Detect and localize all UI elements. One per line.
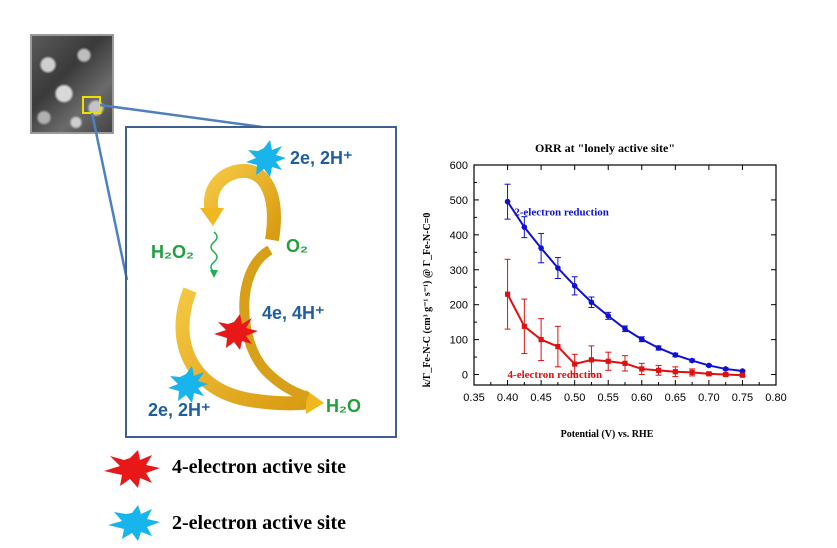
arrow-o2-to-h2o2 xyxy=(204,163,281,242)
label-h2o: H₂O xyxy=(326,396,361,416)
data-point xyxy=(504,291,511,297)
data-point xyxy=(504,198,511,205)
x-tick-label: 0.45 xyxy=(530,392,551,404)
x-tick-label: 0.35 xyxy=(463,392,484,404)
data-point xyxy=(588,357,595,363)
label-h2o2: H₂O₂ xyxy=(151,242,194,262)
data-point xyxy=(672,369,678,375)
legend-four-electron-text: 4-electron active site xyxy=(172,456,346,478)
zoom-connector-line-bottom xyxy=(90,112,129,281)
data-point xyxy=(588,299,595,306)
series-label: 2-electron reduction xyxy=(514,207,609,219)
y-tick-label: 300 xyxy=(450,265,468,277)
y-axis-label: k/Γ_Fe-N-C (cm³ g⁻¹ s⁻¹) @ Γ_Fe-N-C=0 xyxy=(422,213,433,388)
data-point xyxy=(655,367,662,373)
data-point xyxy=(521,224,528,230)
y-tick-label: 0 xyxy=(462,370,468,382)
zoom-connector-line-top xyxy=(99,103,263,129)
y-tick-label: 200 xyxy=(450,300,468,312)
data-point xyxy=(739,368,746,374)
arrow-head-h2o-left xyxy=(306,390,324,414)
data-point xyxy=(622,360,628,366)
data-point xyxy=(572,361,578,367)
series-label: 4-electron reduction xyxy=(508,369,603,381)
plot-area-frame xyxy=(473,164,777,386)
y-tick-label: 400 xyxy=(450,230,468,242)
data-point xyxy=(706,362,712,369)
x-tick-label: 0.55 xyxy=(598,392,619,404)
y-tick-label: 100 xyxy=(450,335,468,347)
y-tick-label: 600 xyxy=(450,160,468,172)
label-bottom-2e-2h: 2e, 2H⁺ xyxy=(148,400,211,420)
arrow-h2o2-to-h2o xyxy=(175,287,311,411)
data-point xyxy=(672,352,679,358)
data-point xyxy=(555,265,561,271)
series-four-electron: 4-electron reduction xyxy=(504,258,746,381)
data-point xyxy=(655,345,662,351)
legend-two-electron-text: 2-electron active site xyxy=(172,512,346,534)
arrow-head-h2o2 xyxy=(200,208,224,226)
x-tick-label: 0.70 xyxy=(698,392,719,404)
data-point xyxy=(555,343,561,350)
x-tick-label: 0.65 xyxy=(665,392,686,404)
orr-chart: ORR at "lonely active site" 0.35 0.40 0.45… xyxy=(422,141,787,440)
data-point xyxy=(622,325,628,332)
data-point xyxy=(538,337,544,343)
two-electron-site-star-bottom xyxy=(168,366,208,403)
data-point xyxy=(739,372,746,378)
data-point xyxy=(605,313,612,319)
data-point xyxy=(706,371,712,377)
data-point xyxy=(638,336,645,343)
series-line xyxy=(506,201,743,373)
data-point xyxy=(639,366,645,372)
data-point xyxy=(722,366,729,372)
label-o2: O₂ xyxy=(286,236,308,256)
arrow-o2-to-h2o xyxy=(239,245,310,402)
data-point xyxy=(723,371,729,378)
data-point xyxy=(689,369,695,376)
legend-four-electron-star xyxy=(104,450,160,488)
legend-two-electron-star xyxy=(108,505,160,541)
data-point xyxy=(521,323,527,329)
data-point xyxy=(538,245,544,251)
x-tick-label: 0.60 xyxy=(631,392,652,404)
x-axis-label: Potential (V) vs. RHE xyxy=(561,429,654,440)
two-electron-site-star-top xyxy=(246,140,286,177)
data-point xyxy=(571,283,578,289)
x-tick-label: 0.40 xyxy=(497,392,518,404)
sem-micrograph-image xyxy=(30,34,114,134)
data-point xyxy=(689,357,695,364)
x-tick-label: 0.80 xyxy=(765,392,786,404)
four-electron-site-star xyxy=(214,314,258,350)
series-two-electron: 2-electron reduction xyxy=(504,183,746,374)
x-tick-label: 0.75 xyxy=(732,392,753,404)
data-point xyxy=(605,358,611,364)
mechanism-panel xyxy=(125,126,397,438)
x-tick-label: 0.50 xyxy=(564,392,585,404)
wavy-line xyxy=(210,231,218,273)
label-top-2e-2h: 2e, 2H⁺ xyxy=(290,148,353,168)
y-tick-label: 500 xyxy=(450,195,468,207)
chart-title: ORR at "lonely active site" xyxy=(535,141,675,155)
wavy-arrow-head xyxy=(210,270,218,278)
label-4e-4h: 4e, 4H⁺ xyxy=(262,303,325,323)
